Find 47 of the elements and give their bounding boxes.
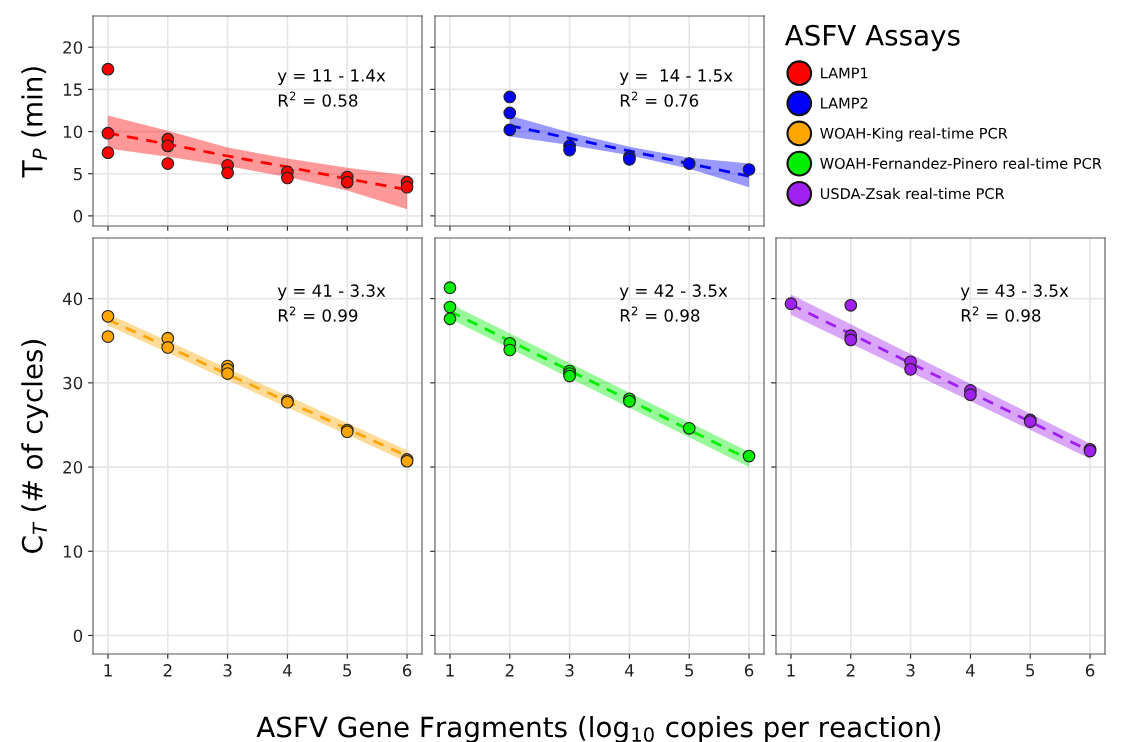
- y-tick-label: 10: [63, 545, 83, 558]
- x-tick-label: 2: [163, 664, 172, 677]
- x-tick-label: 2: [505, 664, 514, 677]
- annotation: y = 41 - 3.3x: [277, 284, 386, 301]
- x-tick-label: 5: [1026, 664, 1035, 677]
- x-tick-label: 6: [744, 664, 754, 677]
- x-tick-label: 4: [624, 664, 634, 677]
- x-tick-label: 4: [282, 664, 292, 677]
- legend-label: LAMP1: [821, 67, 868, 79]
- y-tick-label: 0: [73, 209, 83, 223]
- x-tick-label: 1: [446, 664, 454, 677]
- annotation: y = 43 - 3.5x: [960, 284, 1069, 301]
- x-tick-label: 1: [104, 664, 112, 677]
- y-tick-label: 5: [73, 167, 82, 181]
- annotation: y = 42 - 3.5x: [619, 284, 728, 301]
- x-tick-label: 6: [402, 664, 412, 677]
- y-tick-label: 15: [63, 83, 82, 96]
- legend-label: WOAH-Fernandez-Pinero real-time PCR: [820, 157, 1102, 169]
- x-tick-label: 5: [343, 664, 352, 677]
- x-tick-label: 4: [965, 664, 975, 677]
- annotation: R$^{2}$ = 0.99: [278, 306, 358, 322]
- x-tick-label: 3: [565, 664, 574, 677]
- x-tick-label: 2: [846, 664, 855, 677]
- x-tick-label: 3: [906, 664, 915, 677]
- x-axis-title: ASFV Gene Fragments (log$_{10}$ copies per reaction): [256, 715, 941, 742]
- y-tick-label: 30: [63, 376, 83, 390]
- x-tick-label: 5: [685, 664, 694, 677]
- x-tick-label: 3: [223, 664, 232, 677]
- y-axis-title: C$_{T}$ (# of cycles): [21, 340, 49, 553]
- annotation: y = 14 - 1.5x: [619, 69, 733, 85]
- y-tick-label: 20: [63, 461, 83, 474]
- x-tick-label: 1: [787, 664, 795, 677]
- legend-label: LAMP2: [821, 97, 868, 109]
- annotation: R$^{2}$ = 0.58: [278, 91, 358, 107]
- x-tick-label: 6: [1085, 664, 1095, 677]
- legend-label: WOAH-King real-time PCR: [820, 127, 1008, 142]
- annotation: R$^{2}$ = 0.98: [961, 306, 1041, 322]
- annotation: R$^{2}$ = 0.98: [620, 306, 700, 322]
- y-tick-label: 20: [63, 41, 83, 54]
- legend-title: ASFV Assays: [784, 24, 960, 52]
- y-tick-label: 10: [63, 125, 83, 139]
- y-tick-label: 40: [62, 292, 83, 306]
- legend-label: USDA-Zsak real-time PCR: [820, 187, 1005, 200]
- y-tick-label: 0: [73, 629, 83, 643]
- annotation: y = 11 - 1.4x: [277, 69, 386, 85]
- annotation: R$^{2}$ = 0.76: [620, 91, 699, 107]
- y-axis-title: T$_{P}$ (min): [21, 67, 47, 178]
